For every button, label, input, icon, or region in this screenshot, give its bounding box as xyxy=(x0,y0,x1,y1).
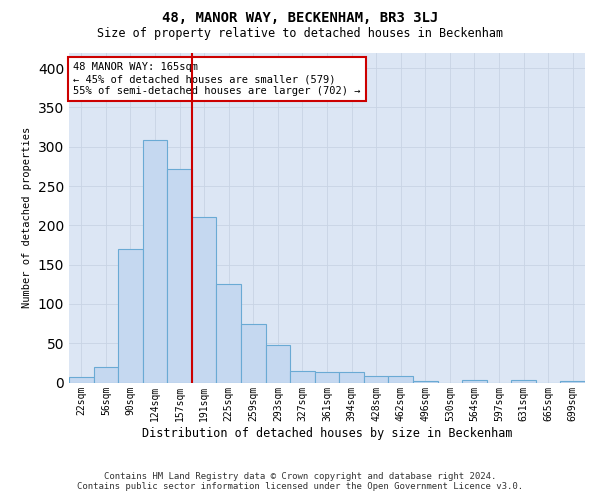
Text: 48, MANOR WAY, BECKENHAM, BR3 3LJ: 48, MANOR WAY, BECKENHAM, BR3 3LJ xyxy=(162,11,438,25)
Bar xyxy=(462,380,487,382)
Bar xyxy=(388,376,413,382)
Bar xyxy=(143,140,167,382)
Bar xyxy=(560,381,585,382)
Bar xyxy=(241,324,266,382)
X-axis label: Distribution of detached houses by size in Beckenham: Distribution of detached houses by size … xyxy=(142,428,512,440)
Bar xyxy=(167,169,192,382)
Bar xyxy=(315,372,339,382)
Text: 48 MANOR WAY: 165sqm
← 45% of detached houses are smaller (579)
55% of semi-deta: 48 MANOR WAY: 165sqm ← 45% of detached h… xyxy=(73,62,361,96)
Bar xyxy=(94,367,118,382)
Bar xyxy=(413,381,437,382)
Text: Size of property relative to detached houses in Beckenham: Size of property relative to detached ho… xyxy=(97,28,503,40)
Bar xyxy=(266,345,290,383)
Bar xyxy=(290,370,315,382)
Text: Contains HM Land Registry data © Crown copyright and database right 2024.
Contai: Contains HM Land Registry data © Crown c… xyxy=(77,472,523,491)
Y-axis label: Number of detached properties: Number of detached properties xyxy=(22,127,32,308)
Bar xyxy=(217,284,241,382)
Bar xyxy=(69,377,94,382)
Bar xyxy=(118,249,143,382)
Bar xyxy=(511,380,536,382)
Bar xyxy=(339,372,364,382)
Bar xyxy=(192,218,217,382)
Bar xyxy=(364,376,388,382)
